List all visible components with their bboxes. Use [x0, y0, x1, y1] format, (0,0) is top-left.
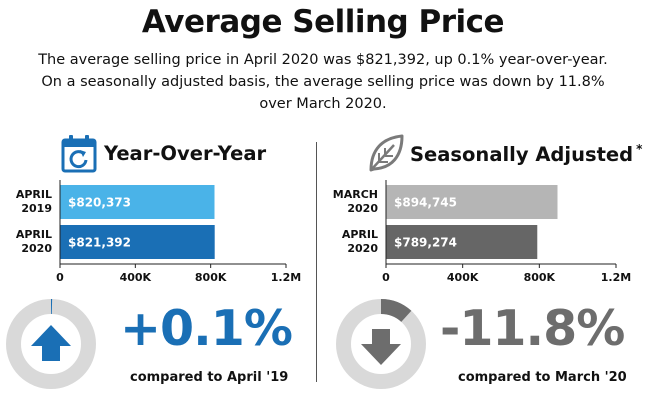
sa-heading-text: Seasonally Adjusted: [410, 143, 634, 166]
yoy-change-ring: [6, 299, 96, 389]
sa-category-label-1-0: APRIL: [342, 228, 378, 241]
yoy-x-tick-label-0: 0: [56, 271, 64, 284]
sa-change-ring: [336, 299, 426, 389]
footnote-mark: *: [636, 142, 643, 156]
sa-x-tick-label-1: 400K: [447, 271, 479, 284]
yoy-category-label-1-0: APRIL: [16, 228, 52, 241]
sa-bar-0: [386, 185, 558, 219]
yoy-bar-1: [60, 225, 215, 259]
yoy-x-tick-label-2: 800K: [195, 271, 227, 284]
sa-heading: Seasonally Adjusted *: [410, 142, 642, 166]
yoy-category-label-1-1: 2020: [21, 242, 52, 255]
yoy-bar-value-label-0: $820,373: [68, 196, 131, 210]
sa-bar-value-label-0: $894,745: [394, 196, 457, 210]
subtitle-line-2: On a seasonally adjusted basis, the aver…: [41, 74, 605, 90]
section-divider: [316, 142, 317, 382]
sa-category-label-1-1: 2020: [347, 242, 378, 255]
sa-bar-value-label-1: $789,274: [394, 236, 457, 250]
calendar-refresh-icon: [61, 135, 97, 173]
yoy-bar-0: [60, 185, 215, 219]
sa-x-tick-label-0: 0: [382, 271, 390, 284]
sa-bar-1: [386, 225, 538, 259]
leaf-icon: [369, 134, 404, 172]
subtitle-line-3: over March 2020.: [259, 96, 387, 112]
yoy-compare-text: compared to April '19: [130, 370, 289, 385]
arrow-up-icon: [31, 325, 71, 361]
sa-bar-chart: $894,745 MARCH 2020 $789,274 APRIL 2020 0 400K 8…: [326, 178, 646, 290]
yoy-category-label-0-0: APRIL: [16, 188, 52, 201]
yoy-category-label-0-1: 2019: [21, 202, 52, 215]
yoy-x-tick-label-1: 400K: [120, 271, 152, 284]
sa-change-arc: [380, 299, 412, 323]
sa-change-value: -11.8%: [440, 300, 625, 357]
arrow-down-icon: [361, 329, 401, 365]
sa-category-label-0-0: MARCH: [333, 188, 378, 201]
sa-compare-text: compared to March '20: [458, 370, 627, 385]
page-title: Average Selling Price: [141, 4, 505, 40]
sa-category-label-0-1: 2020: [347, 202, 378, 215]
yoy-heading: Year-Over-Year: [104, 142, 267, 165]
sa-x-tick-label-2: 800K: [524, 271, 556, 284]
yoy-bar-chart: $820,373 APRIL 2019 $821,392 APRIL 2020 0 400K 8…: [0, 178, 316, 290]
yoy-change-value: +0.1%: [120, 300, 293, 357]
sa-x-tick-label-3: 1.2M: [601, 271, 631, 284]
yoy-x-tick-label-3: 1.2M: [271, 271, 301, 284]
subtitle-line-1: The average selling price in April 2020 …: [38, 52, 608, 68]
yoy-bar-value-label-1: $821,392: [68, 236, 131, 250]
